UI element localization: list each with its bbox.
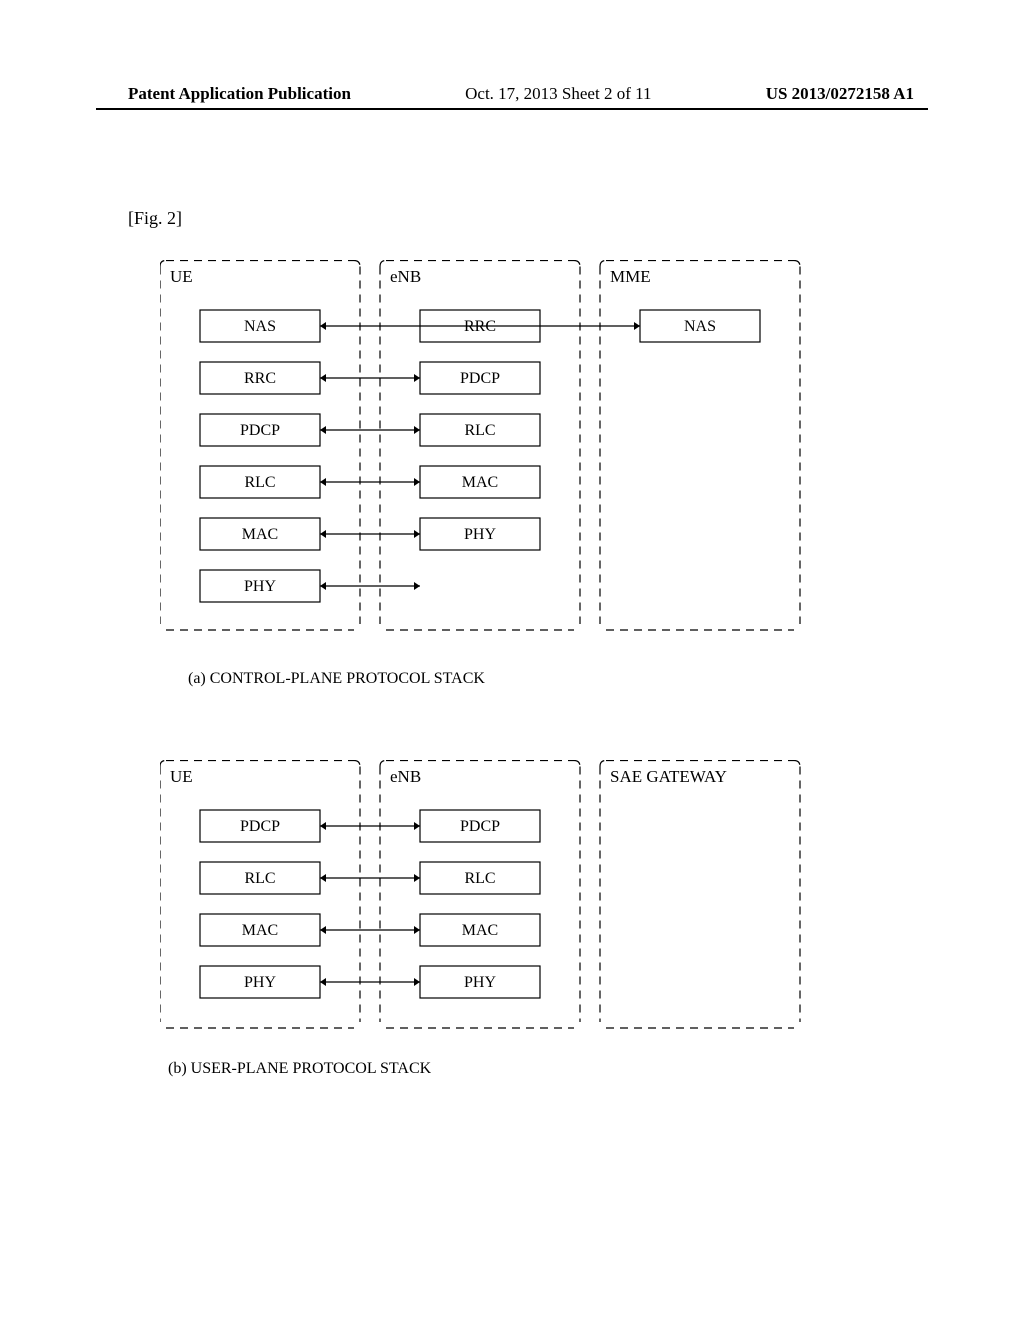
user-plane-diagram: UE PDCP RLC MAC PHY eNB PDCP RLC MAC PHY SAE GATEW…	[160, 760, 860, 1040]
layer-box-label: RRC	[244, 370, 276, 387]
header-left: Patent Application Publication	[128, 84, 351, 104]
entity-label: SAE GATEWAY	[610, 767, 727, 786]
control-plane-caption: (a) CONTROL-PLANE PROTOCOL STACK	[188, 670, 485, 688]
layer-box-label: MAC	[242, 526, 278, 543]
page-header: Patent Application Publication Oct. 17, …	[0, 84, 1024, 104]
control-plane-diagram: UENASRRCPDCPRLCMACPHYeNBRRCPDCPRLCMACPHY…	[160, 260, 860, 640]
entity-label: UE	[170, 267, 193, 286]
layer-box-label: PDCP	[460, 818, 500, 835]
user-plane-caption: (b) USER-PLANE PROTOCOL STACK	[168, 1060, 431, 1078]
layer-box-label: PHY	[464, 526, 496, 543]
layer-box-label: PDCP	[240, 422, 280, 439]
header-mid: Oct. 17, 2013 Sheet 2 of 11	[465, 84, 651, 104]
entity-label: eNB	[390, 267, 421, 286]
layer-box-label: PHY	[244, 974, 276, 991]
layer-box-label: PHY	[464, 974, 496, 991]
entity-label: UE	[170, 767, 193, 786]
layer-box-label: NAS	[244, 318, 276, 335]
layer-box-label: PHY	[244, 578, 276, 595]
header-rule	[96, 108, 928, 110]
layer-box-label: MAC	[462, 922, 498, 939]
layer-box-label: PDCP	[240, 818, 280, 835]
user-plane-svg: UE PDCP RLC MAC PHY eNB PDCP RLC MAC PHY SAE GATEW…	[160, 760, 860, 1040]
page: Patent Application Publication Oct. 17, …	[0, 0, 1024, 1320]
layer-box-label: RLC	[244, 870, 275, 887]
control-plane-svg: UENASRRCPDCPRLCMACPHYeNBRRCPDCPRLCMACPHY…	[160, 260, 860, 640]
layer-box-label: PDCP	[460, 370, 500, 387]
layer-box-label: RLC	[464, 870, 495, 887]
layer-box-label: RLC	[244, 474, 275, 491]
layer-box-label: MAC	[462, 474, 498, 491]
layer-box-label: NAS	[684, 318, 716, 335]
entity-label: eNB	[390, 767, 421, 786]
header-right: US 2013/0272158 A1	[766, 84, 914, 104]
layer-box-label: MAC	[242, 922, 278, 939]
layer-box-label: RLC	[464, 422, 495, 439]
figure-label: [Fig. 2]	[128, 208, 182, 229]
entity-label: MME	[610, 267, 651, 286]
